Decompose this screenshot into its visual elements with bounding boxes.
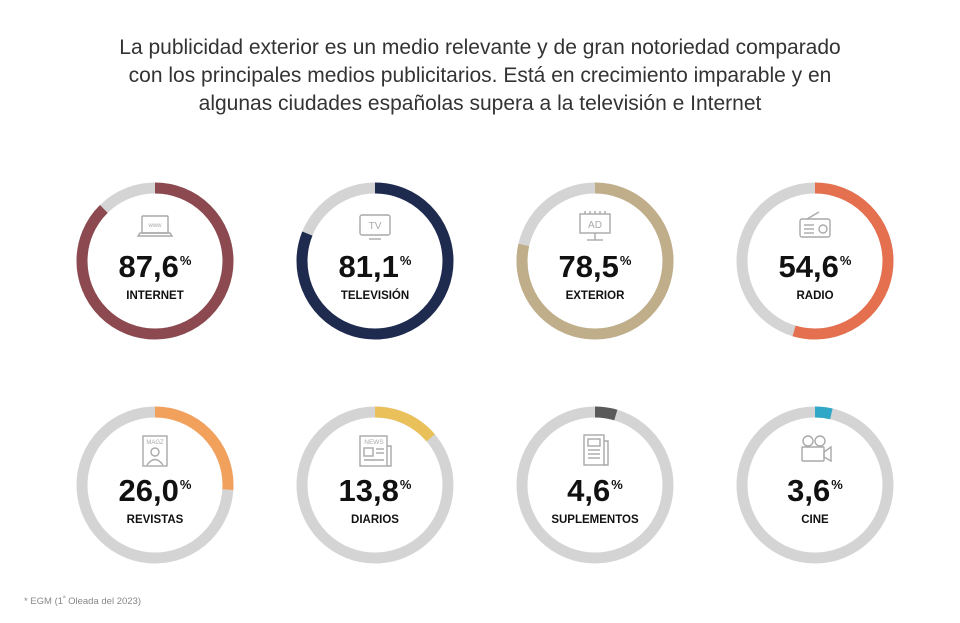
donut-value-label: 78,5% (559, 249, 632, 284)
donut-value-label: 81,1% (339, 249, 412, 284)
donut-value-label: 87,6% (119, 249, 192, 284)
donut-category-label: EXTERIOR (566, 290, 625, 302)
donut-value-arc (296, 182, 454, 340)
newspaper-fold-shape (387, 445, 392, 467)
donut-category-label: INTERNET (126, 290, 184, 302)
newspaper-page-shape (359, 435, 388, 467)
radio-speaker-shape (818, 224, 828, 234)
donut-value-arc (736, 406, 894, 564)
camera-body-shape (801, 446, 825, 462)
intro-line-2: con los principales medios publicitarios… (128, 64, 832, 87)
donut-category-label: RADIO (796, 290, 833, 302)
intro-line-1: La publicidad exterior es un medio relev… (119, 36, 841, 59)
donut-value-arc (736, 182, 894, 340)
radio-antenna-shape (806, 211, 820, 220)
laptop-icon-text: www (148, 223, 163, 229)
donut-value-label: 4,6% (567, 473, 623, 508)
tv-icon-text: TV (369, 221, 382, 232)
donut-category-label: TELEVISIÓN (341, 289, 409, 302)
magazine-cover-shape (142, 435, 168, 467)
magazine-icon-text: MAGZ (146, 440, 164, 446)
donut-value-arc (516, 182, 674, 340)
supplement-header-shape (587, 438, 601, 447)
donut-suplementos: 4,6% SUPLEMENTOS (516, 406, 674, 564)
donut-diarios: NEWS 13,8% DIARIOS (296, 406, 454, 564)
donut-category-label: SUPLEMENTOS (551, 514, 639, 526)
magazine-body-shape (146, 458, 164, 466)
donut-value-arc (76, 182, 234, 340)
donut-revistas: MAGZ 26,0% REVISTAS (76, 406, 234, 564)
donut-value-label: 26,0% (119, 473, 192, 508)
supplement-fold-shape (604, 440, 609, 466)
donut-value-arc (516, 406, 674, 564)
donut-value-label: 54,6% (779, 249, 852, 284)
donut-value-label: 3,6% (787, 473, 843, 508)
camera-reel-shape (802, 435, 814, 447)
radio-body-shape (799, 218, 831, 238)
donut-category-label: REVISTAS (127, 514, 184, 526)
donut-category-label: DIARIOS (351, 514, 399, 526)
donut-value-arc (296, 406, 454, 564)
donut-radio: 54,6% RADIO (736, 182, 894, 340)
donut-television: TV 81,1% TELEVISIÓN (296, 182, 454, 340)
camera-lens-shape (823, 445, 832, 463)
laptop-base-shape (136, 232, 174, 237)
intro-line-3: algunas ciudades españolas supera a la t… (198, 92, 762, 115)
newspaper-photo-shape (363, 447, 374, 457)
donut-value-arc (76, 406, 234, 564)
footnote-end: Oleada del 2023) (65, 596, 141, 608)
footnote-start: * EGM (1 (24, 596, 64, 608)
donut-category-label: CINE (801, 514, 829, 526)
donut-exterior: AD 78,5% EXTERIOR (516, 182, 674, 340)
footnote-ordinal: ª (63, 595, 66, 602)
donut-cine: 3,6% CINE (736, 406, 894, 564)
billboard-icon-text: AD (588, 220, 602, 231)
magazine-head-shape (150, 447, 160, 457)
newspaper-icon-text: NEWS (364, 439, 384, 446)
donut-value-label: 13,8% (339, 473, 412, 508)
donut-internet: www 87,6% INTERNET (76, 182, 234, 340)
source-footnote: * EGM (1ª Oleada del 2023) (24, 595, 141, 607)
intro-text: La publicidad exterior es un medio relev… (40, 34, 920, 118)
tv-screen-shape (359, 214, 391, 236)
supplement-page-shape (583, 434, 605, 466)
camera-reel-shape (814, 435, 826, 447)
